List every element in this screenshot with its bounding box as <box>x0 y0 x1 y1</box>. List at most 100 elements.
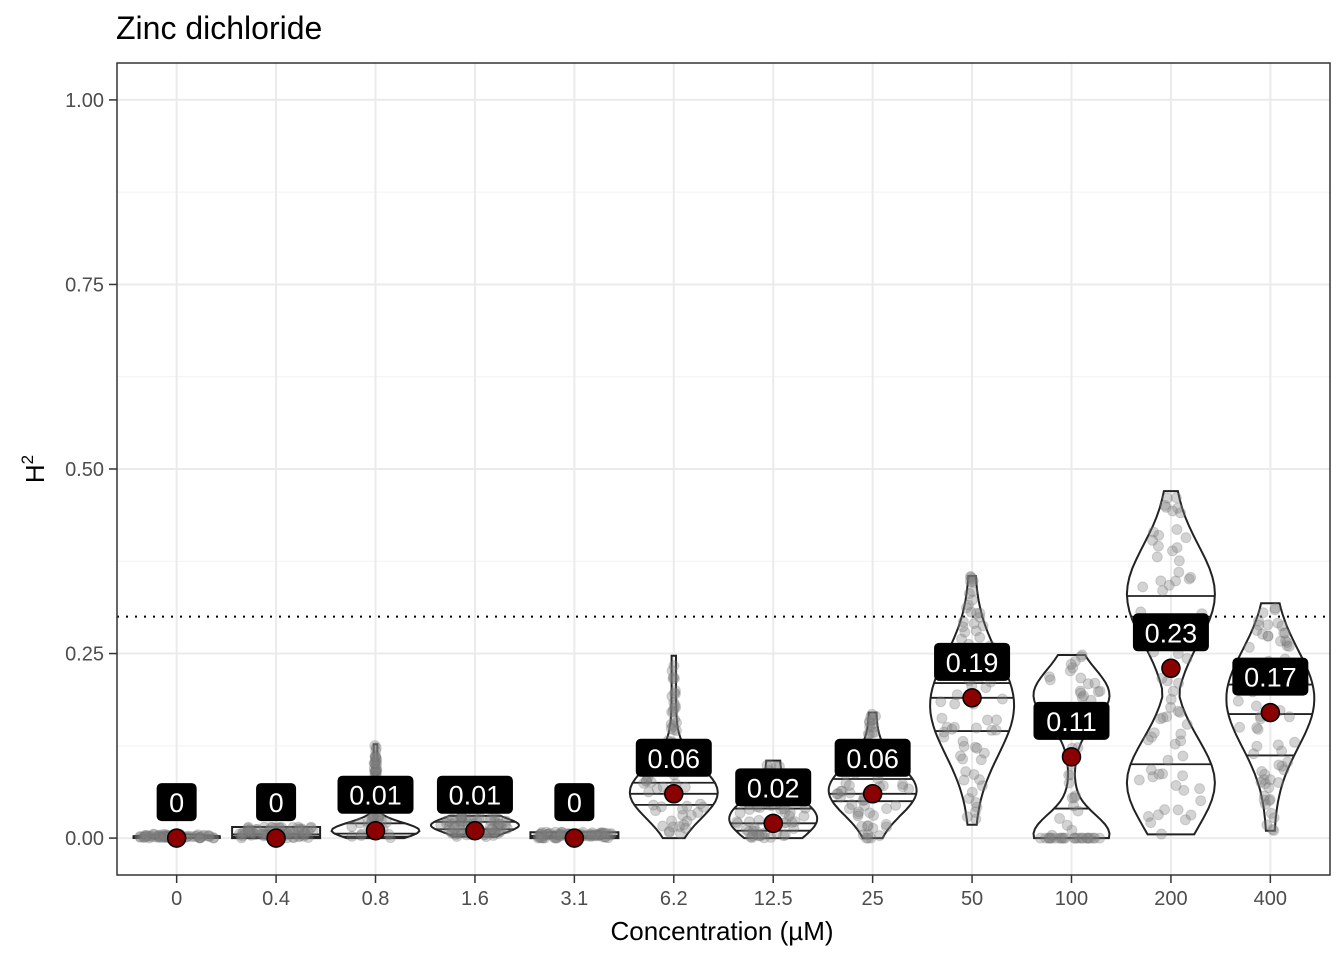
jitter-point <box>548 832 560 844</box>
jitter-point <box>961 811 973 823</box>
jitter-point <box>194 832 206 844</box>
mean-point <box>1161 658 1181 679</box>
jitter-point <box>1089 677 1101 689</box>
jitter-point <box>949 698 961 710</box>
jitter-point <box>1159 804 1171 816</box>
jitter-point <box>957 616 969 628</box>
jitter-point <box>449 816 461 828</box>
jitter-point <box>139 831 151 843</box>
jitter-point <box>856 820 868 832</box>
jitter-point <box>1054 832 1066 844</box>
jitter-point <box>592 830 604 842</box>
jitter-point <box>596 828 608 840</box>
jitter-point <box>535 828 547 840</box>
jitter-point <box>1153 768 1165 780</box>
jitter-point <box>1157 712 1169 724</box>
jitter-point <box>1067 662 1079 674</box>
jitter-point <box>747 825 759 837</box>
jitter-point <box>971 742 983 754</box>
jitter-point <box>370 742 382 754</box>
jitter-point <box>867 718 879 729</box>
jitter-point <box>1088 832 1099 844</box>
jitter-point <box>1175 728 1187 740</box>
jitter-point <box>486 827 498 839</box>
jitter-point <box>532 832 544 844</box>
jitter-point <box>732 817 744 829</box>
jitter-point <box>778 830 790 842</box>
jitter-point <box>986 724 998 736</box>
jitter-point <box>143 830 155 842</box>
jitter-point <box>242 821 254 833</box>
jitter-point <box>1173 677 1184 689</box>
jitter-point <box>202 830 214 842</box>
jitter-point <box>1044 671 1055 683</box>
violin-shape <box>1125 490 1216 836</box>
jitter-point <box>668 673 680 684</box>
jitter-point <box>1133 774 1145 786</box>
jitter-point <box>1258 794 1270 806</box>
jitter-point <box>486 823 498 835</box>
jitter-point <box>1269 602 1281 614</box>
jitter-point <box>836 785 848 797</box>
mean-point <box>962 688 982 708</box>
jitter-point <box>299 827 311 839</box>
jitter-point <box>1268 812 1280 824</box>
jitter-point <box>1258 774 1270 786</box>
jitter-point <box>1283 711 1295 723</box>
jitter-point <box>897 781 909 793</box>
jitter-point <box>758 832 770 844</box>
jitter-point <box>500 815 512 827</box>
jitter-point <box>869 726 881 738</box>
jitter-point <box>288 832 299 844</box>
jitter-point <box>1257 628 1268 640</box>
jitter-point <box>1175 507 1186 519</box>
jitter-point <box>1234 721 1246 733</box>
jitter-point <box>671 725 682 737</box>
jitter-point <box>453 821 465 833</box>
jitter-point <box>835 785 847 797</box>
jitter-point <box>292 821 304 833</box>
jitter-point <box>784 806 796 818</box>
x-tick-label: 400 <box>1254 888 1287 910</box>
jitter-point <box>779 806 791 818</box>
jitter-point <box>1155 575 1167 587</box>
jitter-point <box>307 825 319 837</box>
jitter-point <box>843 780 855 791</box>
jitter-point <box>666 665 678 677</box>
jitter-point <box>958 740 970 752</box>
mean-label-box <box>1232 657 1309 696</box>
jitter-point <box>880 818 892 830</box>
jitter-point <box>249 829 261 840</box>
jitter-point <box>1183 573 1195 585</box>
jitter-point <box>208 832 220 844</box>
plot-panel: 0 0 0.01 0.01 0 0.06 0.02 0.06 0.19 0.11 0.23 0.17 0… <box>65 62 1331 910</box>
jitter-point <box>250 824 262 835</box>
jitter-point <box>551 832 562 844</box>
jitter-point <box>370 745 382 757</box>
jitter-point <box>745 831 757 843</box>
jitter-point <box>786 817 798 828</box>
jitter-point <box>1282 756 1294 768</box>
jitter-point <box>245 829 257 841</box>
jitter-point <box>542 828 553 840</box>
jitter-point <box>960 766 972 778</box>
jitter-point <box>966 594 978 606</box>
jitter-point <box>189 831 201 843</box>
jitter-point <box>862 820 874 832</box>
jitter-point <box>492 820 504 832</box>
jitter-point <box>1180 532 1192 544</box>
violin-shape <box>827 711 918 840</box>
jitter-point <box>1146 731 1157 743</box>
jitter-point <box>978 747 990 759</box>
mean-label: 0 <box>567 788 582 818</box>
jitter-point <box>586 827 598 839</box>
jitter-point <box>244 827 256 839</box>
jitter-point <box>555 830 567 841</box>
jitter-point <box>534 828 546 840</box>
mean-label: 0 <box>169 788 184 818</box>
jitter-point <box>857 829 869 841</box>
jitter-point <box>457 815 469 827</box>
jitter-point <box>1044 832 1056 844</box>
mean-point <box>1061 747 1082 767</box>
jitter-point <box>369 757 381 769</box>
